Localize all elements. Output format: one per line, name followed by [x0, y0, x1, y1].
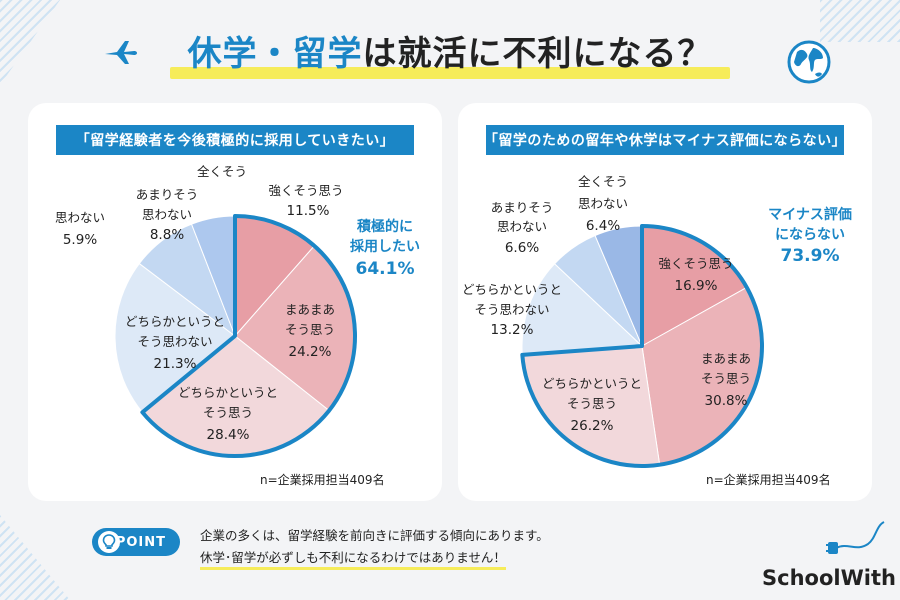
left-pie-chart: 全くそう 強くそう思う 11.5% あまりそう 思わない 8.8% 思わない 5… [55, 164, 420, 458]
left-value-strong: 11.5% [287, 203, 330, 219]
right-panel: 「留学のための留年や休学はマイナス評価にならない」 全くそう 思わない 6.4%… [458, 103, 872, 501]
right-label-somewhat-2: そう思う [701, 371, 751, 386]
left-value-rather: 28.4% [207, 427, 250, 443]
left-label-somewhat-2: そう思う [285, 322, 335, 337]
left-label-rather-2: そう思う [203, 405, 253, 420]
left-label-somewhat-1: まあまあ [285, 302, 335, 317]
right-label-none-2: 思わない [578, 196, 628, 211]
corner-stripes-bottom-left [0, 515, 70, 600]
right-highlight-value: 73.9% [781, 246, 840, 266]
plug-icon [826, 521, 885, 554]
left-chart-title: 「留学経験者を今後積極的に採用していきたい」 [56, 125, 414, 155]
lightbulb-icon [98, 531, 120, 553]
point-label: POINT [115, 534, 166, 550]
right-value-none: 6.4% [586, 218, 620, 234]
corner-stripes-top-right [820, 0, 900, 42]
left-label-strong: 強くそう思う [268, 183, 343, 198]
right-label-rathernot-2: そう思わない [474, 302, 549, 317]
left-highlight-outline [140, 214, 357, 458]
right-label-notmuch-1: あまりそう [491, 200, 554, 215]
right-highlight-outline [520, 224, 764, 468]
left-label-no: 思わない [55, 210, 105, 225]
globe-icon [787, 40, 831, 84]
right-value-somewhat: 30.8% [705, 393, 748, 409]
right-pie-chart: 全くそう 思わない 6.4% あまりそう 思わない 6.6% マイナス評価 にな… [462, 174, 852, 468]
left-panel: 「留学経験者を今後積極的に採用していきたい」 全くそう 強くそう思う 11.5%… [28, 103, 442, 501]
title-highlight-2: 留学 [292, 34, 363, 74]
right-slice-3 [521, 263, 644, 356]
right-highlight-label-2: にならない [775, 227, 845, 243]
right-label-somewhat-1: まあまあ [701, 351, 751, 366]
left-value-no: 5.9% [63, 232, 97, 248]
left-label-notmuch-1: あまりそう [136, 187, 199, 202]
point-badge: POINT [92, 528, 180, 556]
left-slice-3 [114, 262, 236, 413]
left-value-rathernot: 21.3% [154, 356, 197, 372]
right-value-strong: 16.9% [675, 278, 718, 294]
left-label-none-1: 全くそう [197, 164, 247, 179]
left-label-notmuch-2: 思わない [142, 207, 192, 222]
right-value-rather: 26.2% [571, 418, 614, 434]
right-value-notmuch: 6.6% [505, 240, 539, 256]
page-title: 休学・留学は就活に不利になる？ [160, 26, 740, 79]
brand-logo: SchoolWith [762, 566, 896, 590]
right-label-strong: 強くそう思う [658, 256, 733, 271]
right-chart-title: 「留学のための留年や休学はマイナス評価にならない」 [484, 125, 846, 155]
title-highlight-1: 休学 [187, 34, 258, 74]
title-dot: ・ [257, 34, 293, 74]
left-highlight-label-1: 積極的に [356, 218, 413, 235]
right-value-rathernot: 13.2% [491, 322, 534, 338]
right-label-none-1: 全くそう [578, 174, 628, 189]
left-highlight-label-2: 採用したい [350, 238, 420, 255]
footer-line-2: 休学･留学が必ずしも不利になるわけではありません！ [200, 547, 506, 570]
right-sample-note: n=企業採用担当409名 [706, 473, 831, 487]
title-rest: は就活に不利になる？ [362, 34, 713, 74]
left-sample-note: n=企業採用担当409名 [260, 473, 385, 487]
right-label-rathernot-1: どちらかというと [462, 282, 562, 297]
footer-line-1: 企業の多くは、留学経験を前向きに評価する傾向にあります。 [200, 528, 549, 543]
left-value-notmuch: 8.8% [150, 227, 184, 243]
airplane-icon [105, 41, 137, 64]
left-label-rathernot-1: どちらかというと [125, 314, 225, 329]
right-highlight-label-1: マイナス評価 [768, 206, 852, 223]
left-highlight-value: 64.1% [356, 259, 415, 279]
left-label-rathernot-2: そう思わない [137, 334, 212, 349]
right-label-rather-1: どちらかというと [542, 376, 642, 391]
header: 休学・留学は就活に不利になる？ [0, 0, 900, 96]
left-value-somewhat: 24.2% [289, 344, 332, 360]
left-label-rather-1: どちらかというと [178, 385, 278, 400]
right-label-rather-2: そう思う [567, 396, 617, 411]
right-label-notmuch-2: 思わない [497, 219, 547, 234]
